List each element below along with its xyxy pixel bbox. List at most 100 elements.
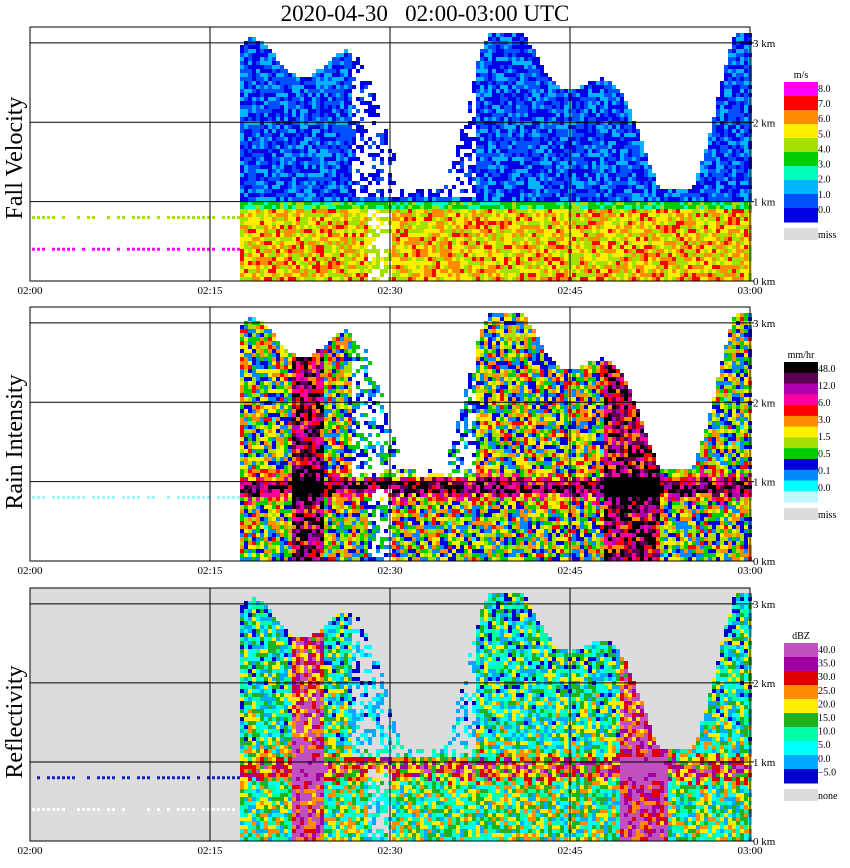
field-cell [332, 181, 336, 185]
field-cell [588, 257, 592, 261]
field-cell [252, 165, 256, 169]
field-cell [268, 101, 272, 105]
field-cell [588, 269, 592, 273]
field-cell [508, 169, 512, 173]
field-cell [536, 241, 540, 245]
field-cell [644, 209, 648, 213]
field-cell [540, 69, 544, 73]
field-cell [284, 241, 288, 245]
field-cell [348, 177, 352, 181]
field-cell [408, 277, 412, 281]
field-cell [308, 177, 312, 181]
field-cell [328, 237, 332, 241]
field-cell [504, 237, 508, 241]
field-cell [484, 61, 488, 65]
field-cell [508, 73, 512, 77]
field-cell [336, 225, 340, 229]
field-cell [596, 181, 600, 185]
field-cell [384, 229, 388, 233]
field-cell [492, 177, 496, 181]
field-cell [296, 85, 300, 89]
field-cell [492, 181, 496, 185]
field-cell [288, 205, 292, 209]
field-cell [296, 81, 300, 85]
field-cell [244, 45, 248, 49]
field-cell [504, 61, 508, 65]
field-cell [364, 109, 368, 113]
field-cell [372, 229, 376, 233]
field-cell [412, 221, 416, 225]
field-cell [284, 233, 288, 237]
field-cell [456, 225, 460, 229]
field-cell [488, 185, 492, 189]
field-cell [440, 237, 444, 241]
field-cell [492, 169, 496, 173]
field-cell [480, 97, 484, 101]
field-cell [532, 153, 536, 157]
field-cell [364, 217, 368, 221]
field-cell [572, 201, 576, 205]
field-cell [292, 77, 296, 81]
field-cell [584, 241, 588, 245]
field-cell [400, 229, 404, 233]
field-cell [508, 121, 512, 125]
field-cell [704, 249, 708, 253]
field-cell [620, 145, 624, 149]
field-cell [240, 173, 244, 177]
field-cell [608, 213, 612, 217]
field-cell [408, 197, 412, 201]
field-cell [528, 197, 532, 201]
field-cell [700, 209, 704, 213]
field-cell [424, 245, 428, 249]
field-cell [572, 233, 576, 237]
field-cell [460, 261, 464, 265]
field-cell [516, 265, 520, 269]
field-cell [464, 237, 468, 241]
field-cell [332, 245, 336, 249]
field-cell [324, 249, 328, 253]
field-cell [540, 277, 544, 281]
field-cell [504, 229, 508, 233]
field-cell [504, 33, 508, 37]
field-cell [408, 249, 412, 253]
field-cell [412, 245, 416, 249]
field-cell [372, 197, 376, 201]
field-cell [296, 265, 300, 269]
field-cell [596, 109, 600, 113]
field-cell [684, 253, 688, 257]
field-cell [620, 261, 624, 265]
field-cell [548, 181, 552, 185]
field-cell [292, 113, 296, 117]
field-cell [452, 197, 456, 201]
field-cell [620, 137, 624, 141]
field-cell [564, 181, 568, 185]
field-cell [324, 201, 328, 205]
field-cell [312, 173, 316, 177]
field-cell [376, 181, 380, 185]
field-cell [268, 217, 272, 221]
field-cell [476, 113, 480, 117]
field-cell [480, 169, 484, 173]
field-cell [624, 273, 628, 277]
field-cell [256, 57, 260, 61]
field-cell [376, 257, 380, 261]
field-cell [508, 81, 512, 85]
field-cell [708, 253, 712, 257]
field-cell [492, 65, 496, 69]
field-cell [580, 153, 584, 157]
field-cell [448, 241, 452, 245]
field-cell [596, 173, 600, 177]
field-cell [532, 217, 536, 221]
field-cell [476, 125, 480, 129]
field-cell [556, 125, 560, 129]
field-cell [324, 105, 328, 109]
field-cell [588, 201, 592, 205]
field-cell [264, 245, 268, 249]
field-cell [396, 245, 400, 249]
field-cell [412, 241, 416, 245]
field-cell [588, 157, 592, 161]
field-cell [392, 157, 396, 161]
field-cell [300, 201, 304, 205]
field-cell [696, 277, 700, 281]
field-cell [240, 193, 244, 197]
